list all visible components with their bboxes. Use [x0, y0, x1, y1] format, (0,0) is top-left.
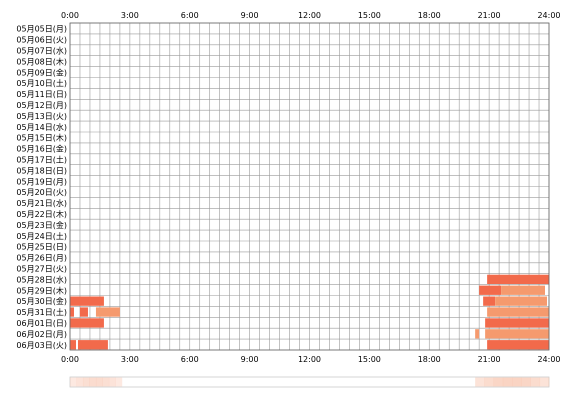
summary-segment	[108, 377, 116, 387]
top-tick-label: 21:00	[478, 11, 501, 20]
activity-cell	[487, 340, 549, 350]
day-label: 05月26日(月)	[16, 254, 67, 263]
day-label: 06月03日(火)	[16, 341, 67, 350]
summary-segment	[521, 377, 531, 387]
day-label: 05月20日(火)	[16, 188, 67, 197]
grid-lines	[69, 22, 550, 351]
activity-cell	[485, 329, 549, 339]
activity-cell	[475, 329, 480, 339]
summary-segment	[102, 377, 110, 387]
activity-cell	[70, 340, 76, 350]
activity-cell	[70, 296, 104, 306]
top-time-axis: 0:00 3:00 6:00 9:00 12:00 15:00 18:00 21:00 24:0…	[61, 11, 561, 20]
day-label: 06月01日(日)	[16, 319, 67, 328]
summary-segment	[484, 377, 494, 387]
day-label: 05月22日(木)	[16, 209, 67, 219]
day-label: 05月24日(土)	[16, 231, 67, 241]
top-tick-label: 6:00	[181, 11, 199, 20]
bottom-time-axis: 0:00 3:00 6:00 9:00 12:00 15:00 18:00 21:00 24:0…	[61, 355, 561, 364]
activity-cell	[501, 285, 546, 295]
summary-segment	[89, 377, 97, 387]
bottom-tick-label: 12:00	[298, 355, 321, 364]
bottom-tick-label: 9:00	[241, 355, 259, 364]
activity-cell	[479, 285, 502, 295]
activity-cell	[95, 307, 120, 317]
day-label: 05月11日(日)	[16, 90, 67, 99]
day-label: 05月19日(月)	[16, 177, 67, 186]
summary-track	[69, 376, 550, 388]
top-tick-label: 18:00	[418, 11, 441, 20]
plot-frame	[69, 22, 550, 351]
top-tick-label: 15:00	[358, 11, 381, 20]
day-labels: 05月05日(月) 05月06日(火)05月07日(水)05月08日(木)05月0…	[16, 25, 67, 350]
summary-segment	[95, 377, 103, 387]
top-tick-label: 3:00	[121, 11, 139, 20]
day-label: 06月02日(月)	[16, 330, 67, 339]
day-label: 05月16日(金)	[16, 144, 67, 154]
activity-cell	[70, 307, 74, 317]
day-label: 05月29日(木)	[16, 285, 67, 295]
bottom-tick-label: 6:00	[181, 355, 199, 364]
day-label: 05月23日(金)	[16, 220, 67, 230]
top-tick-label: 24:00	[537, 11, 560, 20]
day-label: 05月05日(月)	[16, 25, 67, 34]
day-label: 05月21日(水)	[16, 198, 67, 208]
activity-cell	[495, 296, 548, 306]
day-label: 05月31日(土)	[16, 307, 67, 317]
bottom-tick-label: 21:00	[478, 355, 501, 364]
summary-segment	[70, 377, 77, 387]
summary-segment	[475, 377, 485, 387]
day-label: 05月18日(日)	[16, 166, 67, 175]
day-label: 05月30日(金)	[16, 296, 67, 306]
activity-cells	[70, 274, 549, 350]
day-label: 05月13日(火)	[16, 112, 67, 121]
bottom-tick-label: 15:00	[358, 355, 381, 364]
summary-bar	[69, 376, 550, 388]
day-label: 05月27日(火)	[16, 265, 67, 274]
summary-segment	[82, 377, 90, 387]
day-label: 05月06日(火)	[16, 36, 67, 45]
bottom-tick-label: 18:00	[418, 355, 441, 364]
summary-segment	[539, 377, 550, 387]
summary-segment	[115, 377, 123, 387]
summary-segment	[530, 377, 541, 387]
day-label: 05月09日(金)	[16, 67, 67, 77]
activity-cell	[70, 318, 104, 328]
activity-cell	[79, 307, 88, 317]
day-label: 05月08日(木)	[16, 56, 67, 66]
summary-segment	[502, 377, 513, 387]
activity-cell	[485, 318, 549, 328]
day-label: 05月17日(土)	[16, 155, 67, 165]
activity-cell	[487, 307, 549, 317]
bottom-tick-label: 0:00	[61, 355, 79, 364]
top-tick-label: 12:00	[298, 11, 321, 20]
day-label: 05月07日(水)	[16, 46, 67, 56]
activity-cell	[487, 274, 549, 284]
bottom-tick-label: 3:00	[121, 355, 139, 364]
day-label: 05月15日(木)	[16, 133, 67, 143]
day-label: 05月10日(土)	[16, 78, 67, 88]
day-label: 05月14日(水)	[16, 122, 67, 132]
activity-cell	[483, 296, 496, 306]
summary-segment	[76, 377, 84, 387]
day-label: 05月25日(日)	[16, 243, 67, 252]
day-label: 05月12日(月)	[16, 101, 67, 110]
activity-cell	[77, 340, 108, 350]
top-tick-label: 0:00	[61, 11, 79, 20]
summary-segment	[493, 377, 504, 387]
day-label: 05月28日(水)	[16, 274, 67, 284]
bottom-tick-label: 24:00	[537, 355, 560, 364]
summary-segment	[512, 377, 522, 387]
top-tick-label: 9:00	[241, 11, 259, 20]
